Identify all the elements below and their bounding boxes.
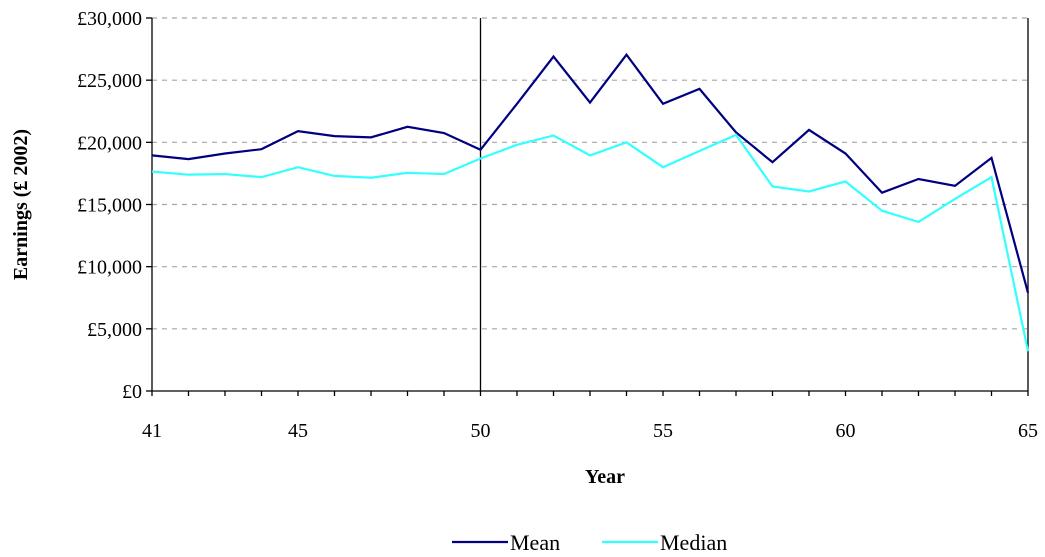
y-tick-label: £10,000 [77,257,142,279]
x-axis-title: Year [585,466,625,488]
y-axis-ticks [146,17,152,392]
gridlines [152,17,1028,330]
y-tick-label: £0 [122,381,142,403]
series-line-mean [151,52,1030,294]
x-axis-ticks [151,391,1029,396]
y-tick-label: £20,000 [77,132,142,154]
x-tick-label: 45 [288,420,308,442]
x-tick-label: 41 [142,420,162,442]
y-tick-label: £30,000 [77,8,142,30]
x-tick-label: 65 [1018,420,1038,442]
legend: Mean Median [452,530,727,555]
x-tick-label: 50 [471,420,491,442]
x-tick-label: 60 [836,420,856,442]
legend-label-mean: Mean [510,530,560,555]
x-axis-tick-labels: 41 45 50 55 60 65 [142,420,1038,442]
x-tick-label: 55 [653,420,673,442]
series-line-median [151,133,1030,352]
y-tick-label: £25,000 [77,70,142,92]
y-axis-title: Earnings (£ 2002) [10,129,32,280]
y-axis-tick-labels: £0 £5,000 £10,000 £15,000 £20,000 £25,000 £30,… [77,8,142,403]
legend-label-median: Median [660,530,727,555]
y-tick-label: £5,000 [87,319,142,341]
y-tick-label: £15,000 [77,195,142,217]
series-lines [151,52,1030,352]
